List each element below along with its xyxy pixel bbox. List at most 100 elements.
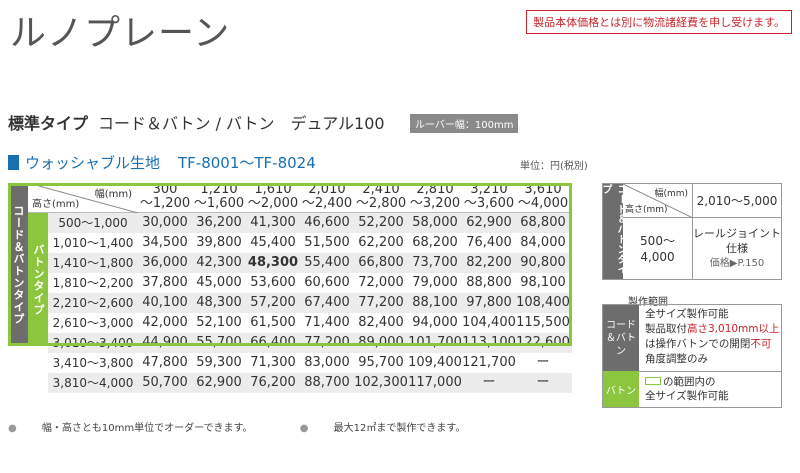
legend-line-3: は操作バトンでの開閉不可 bbox=[645, 337, 780, 352]
price-cell: 51,500 bbox=[304, 235, 350, 250]
price-cell: 45,000 bbox=[196, 275, 242, 290]
legend-title: 製作範囲 bbox=[628, 297, 668, 308]
price-cell: 82,400 bbox=[358, 315, 404, 330]
fabric-numbers: TF-8001〜TF-8024 bbox=[178, 154, 316, 172]
column-header-line: 3,210 bbox=[470, 182, 508, 197]
row-background bbox=[48, 233, 572, 253]
price-cell: 66,800 bbox=[358, 255, 404, 270]
price-cell: 68,200 bbox=[412, 235, 458, 250]
row-background bbox=[48, 353, 572, 373]
price-cell: 72,000 bbox=[358, 275, 404, 290]
row-label: 3,010〜3,400 bbox=[52, 336, 134, 350]
price-cell: 55,700 bbox=[196, 335, 242, 350]
price-cell: 57,200 bbox=[250, 295, 296, 310]
side-width-range: 2,010〜5,000 bbox=[693, 184, 781, 218]
price-cell: 73,700 bbox=[412, 255, 458, 270]
legend-cord-baton-text: 全サイズ製作可能 製品取付高さ3,010mm以上 は操作バトンでの開閉不可 角度… bbox=[645, 307, 780, 367]
price-cell: 62,200 bbox=[358, 235, 404, 250]
price-cell: 62,900 bbox=[466, 215, 512, 230]
side-price-table: コード＆バトンタイプ 幅(mm) 高さ(mm) 2,010〜5,000 500〜… bbox=[600, 183, 782, 280]
notice-box: 製品本体価格とは別に物流諸経費を申し受けます。 bbox=[526, 10, 792, 34]
standard-type-variants: コード＆バトン / バトン デュアル100 bbox=[98, 114, 385, 133]
side-height-range: 500〜4,000 bbox=[623, 218, 693, 279]
price-cell: 45,400 bbox=[250, 235, 296, 250]
standard-type-heading: 標準タイプ コード＆バトン / バトン デュアル100 bbox=[8, 110, 385, 134]
column-header-line: 〜2,800 bbox=[355, 196, 407, 211]
column-header-line: 2,410 bbox=[362, 182, 400, 197]
price-cell: 42,300 bbox=[196, 255, 242, 270]
price-cell: 42,000 bbox=[142, 315, 188, 330]
corner-width-label: 幅(mm) bbox=[94, 189, 132, 200]
legend-line-3a: は操作バトンでの開閉 bbox=[645, 338, 751, 350]
price-cell: 117,000 bbox=[408, 375, 462, 390]
price-cell: 67,400 bbox=[304, 295, 350, 310]
column-header-line: 〜1,200 bbox=[139, 196, 191, 211]
side-value: レールジョイント 仕様 価格▶P.150 bbox=[693, 218, 781, 279]
row-label: 500〜1,000 bbox=[58, 216, 128, 230]
price-cell: 37,800 bbox=[142, 275, 188, 290]
column-header-line: 〜2,400 bbox=[301, 196, 353, 211]
column-header: 3,610 〜4,000 bbox=[516, 183, 570, 213]
price-cell: 122,600 bbox=[516, 335, 570, 350]
fabric-name: ウォッシャブル生地 bbox=[25, 154, 161, 172]
column-header-line: 300 bbox=[152, 182, 178, 197]
price-cell: 95,700 bbox=[358, 355, 404, 370]
fabric-heading: ウォッシャブル生地 TF-8001〜TF-8024 bbox=[8, 152, 316, 173]
price-cell: 34,500 bbox=[142, 235, 188, 250]
column-header-line: 〜3,200 bbox=[409, 196, 461, 211]
column-header: 3,210 〜3,600 bbox=[462, 183, 516, 213]
row-label: 1,010〜1,400 bbox=[52, 236, 134, 250]
row-label: 3,410〜3,800 bbox=[52, 356, 134, 370]
price-cell: 60,600 bbox=[304, 275, 350, 290]
price-cell: 58,000 bbox=[412, 215, 458, 230]
price-cell: 101,700 bbox=[408, 335, 462, 350]
price-cell: 50,700 bbox=[142, 375, 188, 390]
side-type-label: コード＆バトンタイプ bbox=[600, 184, 626, 279]
price-cell: 52,200 bbox=[358, 215, 404, 230]
price-cell: 77,200 bbox=[304, 335, 350, 350]
side-table-corner: 幅(mm) 高さ(mm) bbox=[623, 184, 693, 218]
column-header: 2,010 〜2,400 bbox=[300, 183, 354, 213]
price-cell: 68,800 bbox=[520, 215, 566, 230]
price-cell: 79,000 bbox=[412, 275, 458, 290]
column-header-line: 1,610 bbox=[254, 182, 292, 197]
bullet-dot-icon: ● bbox=[8, 423, 17, 434]
row-label: 1,810〜2,200 bbox=[52, 276, 134, 290]
price-cell: 90,800 bbox=[520, 255, 566, 270]
price-cell: 41,300 bbox=[250, 215, 296, 230]
louver-width-badge: ルーバー幅：100mm bbox=[410, 114, 519, 133]
legend-line-2-red: 高さ3,010mm以上 bbox=[687, 323, 780, 335]
price-cell: 30,000 bbox=[142, 215, 188, 230]
column-header: 2,810 〜3,200 bbox=[408, 183, 462, 213]
page-title: ルノプレーン bbox=[10, 13, 231, 54]
price-cell: 84,000 bbox=[520, 235, 566, 250]
price-cell: 94,000 bbox=[412, 315, 458, 330]
column-header-line: 1,210 bbox=[200, 182, 238, 197]
corner-height-label: 高さ(mm) bbox=[32, 199, 80, 210]
price-table: コード＆バトンタイプ バトンタイプ 幅(mm) 高さ(mm) 300 〜1,200… bbox=[8, 183, 572, 412]
standard-type-label: 標準タイプ bbox=[8, 114, 89, 133]
column-header: 300 〜1,200 bbox=[138, 183, 192, 213]
row-background bbox=[48, 373, 572, 393]
price-cell: 62,900 bbox=[196, 375, 242, 390]
row-background bbox=[48, 253, 572, 273]
price-cell: 115,500 bbox=[516, 315, 570, 330]
price-cell: 36,000 bbox=[142, 255, 188, 270]
table-corner: 幅(mm) 高さ(mm) bbox=[28, 183, 138, 213]
legend-baton-label: バトン bbox=[603, 371, 639, 407]
price-cell: 88,100 bbox=[412, 295, 458, 310]
side-value-line2: 仕様 bbox=[726, 242, 748, 255]
price-cell: 104,400 bbox=[462, 315, 516, 330]
price-cell: 71,300 bbox=[250, 355, 296, 370]
price-cell: 89,000 bbox=[358, 335, 404, 350]
row-background bbox=[48, 313, 572, 333]
unit-note: 単位：円(税別) bbox=[520, 161, 588, 172]
price-cell: 59,300 bbox=[196, 355, 242, 370]
price-cell: 88,700 bbox=[304, 375, 350, 390]
side-corner-width: 幅(mm) bbox=[654, 189, 688, 199]
legend-box: コード＆バトン バトン 全サイズ製作可能 製品取付高さ3,010mm以上 は操作… bbox=[602, 304, 782, 408]
footnote-2: 最大12㎡まで製作できます。 bbox=[333, 423, 466, 434]
side-corner-height: 高さ(mm) bbox=[625, 205, 668, 215]
price-cell: 102,300 bbox=[354, 375, 408, 390]
price-cell: 61,500 bbox=[250, 315, 296, 330]
